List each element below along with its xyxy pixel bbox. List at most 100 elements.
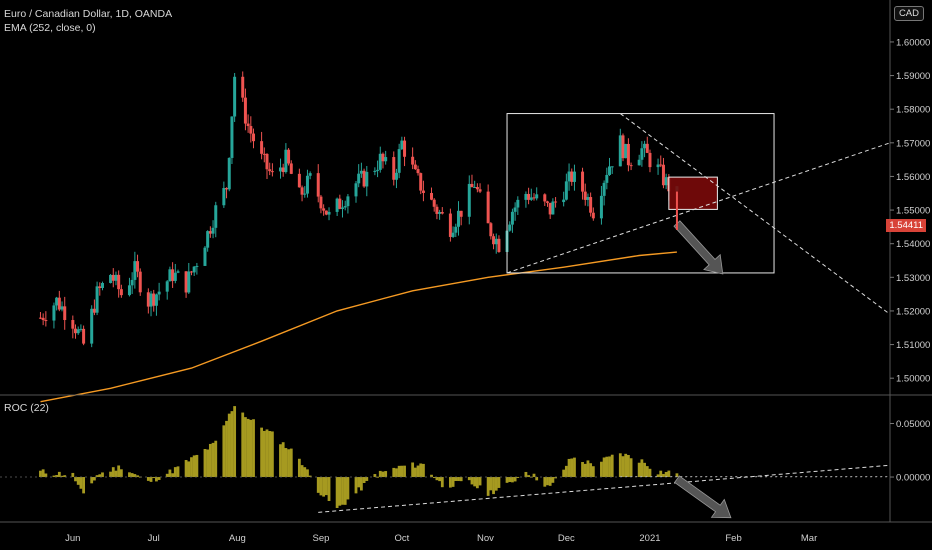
ema-252-line <box>40 251 677 403</box>
candle-body <box>357 173 361 184</box>
price-tick-label: 1.58000 <box>896 105 930 116</box>
roc-bar <box>605 456 609 478</box>
roc-bar <box>419 463 423 478</box>
candle <box>432 198 436 212</box>
candle <box>230 116 234 165</box>
roc-layer <box>0 406 890 509</box>
candle-body <box>359 170 363 174</box>
roc-bar <box>640 459 644 478</box>
candle <box>233 72 237 122</box>
candle <box>640 141 644 167</box>
candle <box>241 71 245 102</box>
candle-body <box>629 165 633 167</box>
candle <box>591 207 595 221</box>
candle-body <box>591 212 595 219</box>
candle <box>249 116 253 143</box>
candle <box>430 187 434 201</box>
candle-body <box>411 156 415 165</box>
roc-bar <box>438 477 442 482</box>
candle <box>225 187 229 199</box>
candle-body <box>554 201 558 203</box>
roc-bar <box>149 477 153 482</box>
candle-body <box>117 274 121 290</box>
candle-body <box>206 231 210 248</box>
candle <box>510 208 514 233</box>
candle-body <box>82 328 86 344</box>
rising-trendline <box>506 142 891 274</box>
roc-bar <box>430 474 433 478</box>
roc-bar <box>173 467 177 478</box>
candle <box>508 221 512 232</box>
candle-body <box>136 261 140 272</box>
candle-body <box>281 167 285 173</box>
currency-button[interactable]: CAD <box>893 6 924 21</box>
candle-body <box>494 238 498 245</box>
candle-body <box>572 171 576 182</box>
consolidation-box <box>506 113 775 274</box>
candle-body <box>435 206 439 214</box>
roc-bar <box>208 443 212 478</box>
candle <box>316 164 320 203</box>
roc-bar <box>376 476 379 478</box>
candle-body <box>214 205 218 228</box>
candle <box>52 302 56 329</box>
roc-bar <box>168 469 172 478</box>
roc-bar <box>400 465 404 478</box>
candle <box>343 200 347 211</box>
candle <box>621 133 625 162</box>
roc-bar <box>381 471 385 478</box>
candle <box>157 282 161 301</box>
candle <box>195 262 199 275</box>
candle-body <box>111 274 115 281</box>
roc-bar <box>265 429 269 478</box>
candle-body <box>249 126 253 134</box>
roc-bar <box>497 477 501 488</box>
roc-bar <box>564 465 568 478</box>
candle <box>60 301 64 312</box>
roc-bar <box>157 477 161 480</box>
candle-body <box>392 157 396 180</box>
candle <box>82 325 86 346</box>
candle-body <box>440 212 444 214</box>
candle <box>610 166 614 174</box>
candle-body <box>397 149 401 173</box>
candle <box>494 233 498 254</box>
roc-bar <box>52 475 56 478</box>
candle <box>548 202 552 219</box>
candle-body <box>645 143 649 153</box>
roc-bar <box>610 454 614 478</box>
candle <box>554 197 558 208</box>
roc-bar <box>513 477 517 482</box>
candle <box>624 143 628 159</box>
candle <box>305 169 309 198</box>
candle <box>413 160 417 170</box>
time-tick-label: Feb <box>725 533 741 544</box>
roc-bar <box>413 467 417 478</box>
roc-bar <box>324 477 328 496</box>
candle <box>281 163 285 177</box>
candle-body <box>648 152 652 168</box>
candle <box>373 167 377 176</box>
candle-body <box>438 212 442 214</box>
candle <box>532 193 536 201</box>
candle <box>187 262 191 294</box>
time-tick-label: Jun <box>65 533 80 544</box>
roc-bar <box>600 461 603 478</box>
ema-layer <box>40 251 677 403</box>
candle <box>130 272 134 294</box>
roc-bar <box>39 470 42 478</box>
candle-body <box>605 174 609 183</box>
roc-bar <box>319 477 323 496</box>
candle-body <box>489 223 493 237</box>
candle <box>543 193 547 207</box>
candle-body <box>168 269 172 282</box>
candle-body <box>373 170 377 172</box>
falling-trendline <box>620 113 891 315</box>
candle <box>529 188 533 201</box>
roc-bar <box>136 475 139 478</box>
candle <box>95 281 99 316</box>
candle-body <box>38 317 42 319</box>
candle <box>289 160 293 175</box>
roc-bar <box>645 466 649 478</box>
